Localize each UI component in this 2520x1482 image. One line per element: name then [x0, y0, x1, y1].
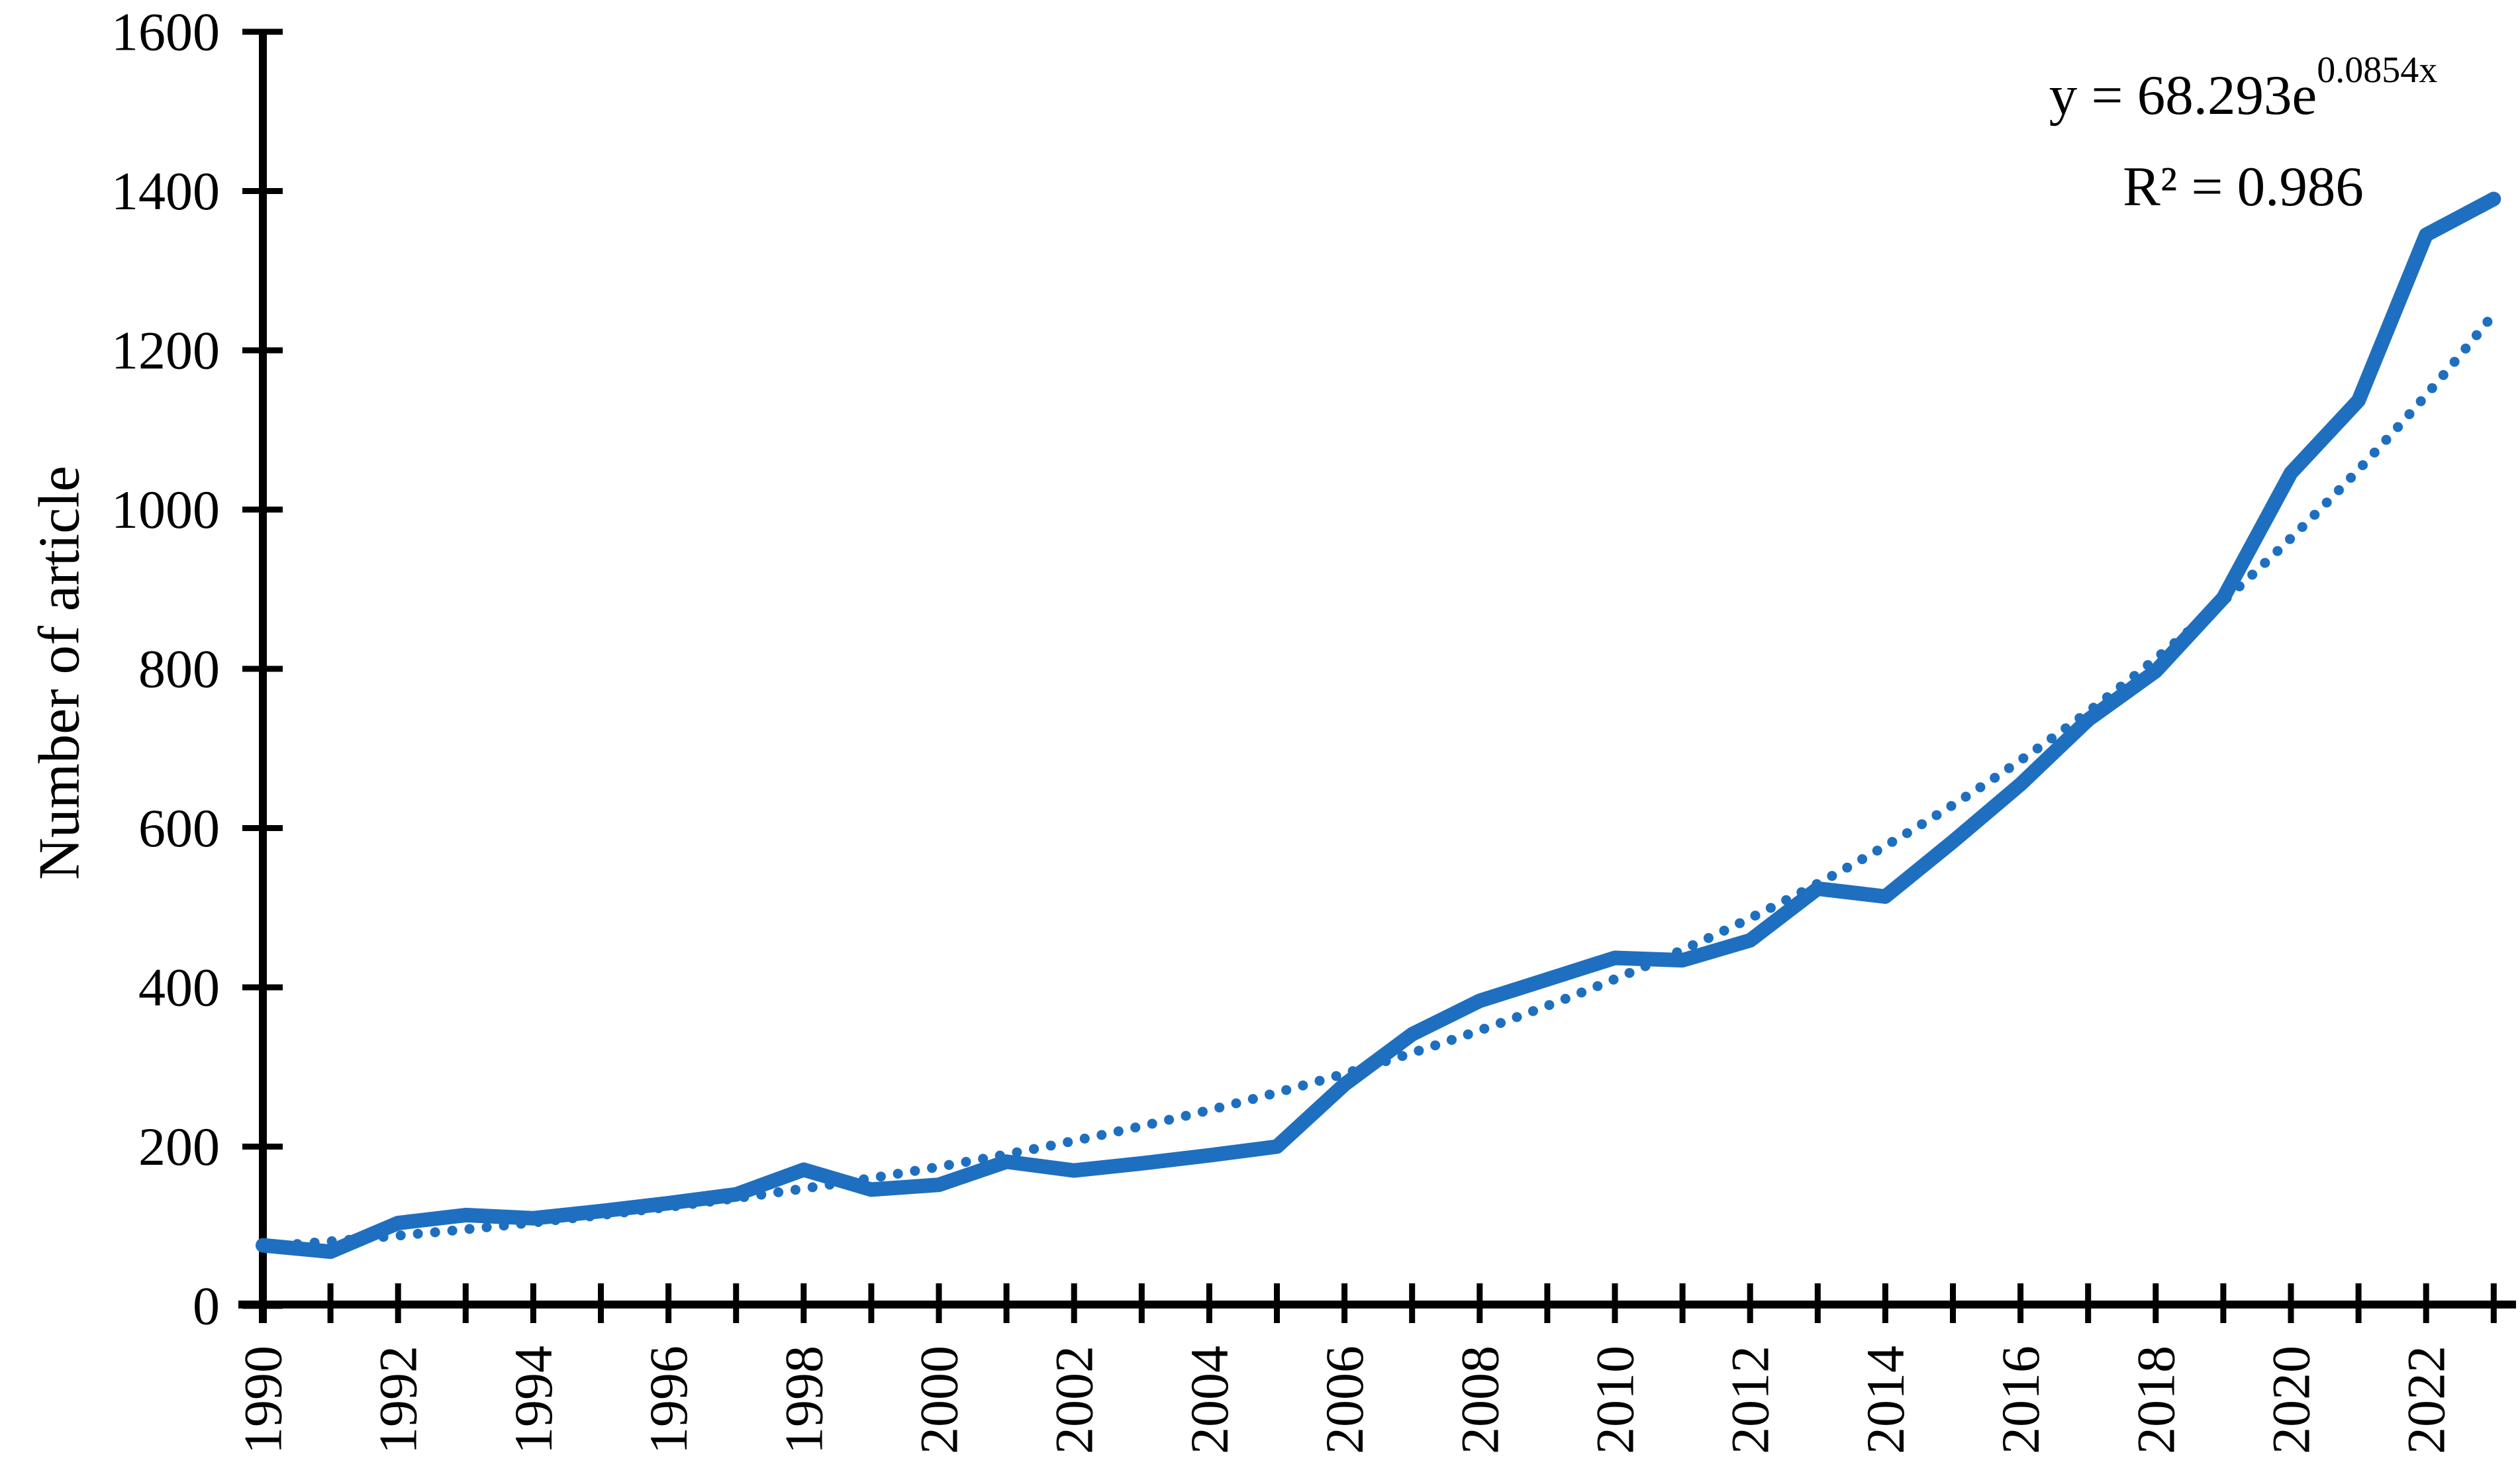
- r-squared-label: R² = 0.986: [2123, 156, 2364, 218]
- x-axis-tick-labels: 1990 1992 1994 1996 1998 2000 2002 2004 2006 2008…: [233, 1346, 2456, 1454]
- y-tick-label: 1600: [111, 2, 220, 62]
- x-tick-label: 2012: [1720, 1346, 1780, 1454]
- x-tick-label: 1990: [233, 1346, 293, 1454]
- y-axis-title: Number of article: [28, 466, 92, 880]
- axes: [238, 29, 2516, 1323]
- equation-exponent: 0.0854x: [2317, 50, 2437, 91]
- x-tick-label: 1996: [638, 1346, 699, 1454]
- x-tick-label: 1994: [503, 1346, 563, 1454]
- equation-base: y = 68.293e: [2049, 64, 2317, 126]
- trendline-equation: y = 68.293e0.0854x: [2049, 50, 2437, 126]
- x-tick-label: 2006: [1314, 1346, 1375, 1454]
- data-series: [256, 191, 2501, 1260]
- trendline-dotted: [258, 309, 2499, 1252]
- y-tick-label: 200: [138, 1116, 220, 1177]
- x-tick-label: 2014: [1855, 1346, 1915, 1454]
- x-tick-label: 2004: [1179, 1346, 1239, 1454]
- x-tick-label: 1992: [368, 1346, 428, 1454]
- y-tick-label: 1400: [111, 161, 220, 221]
- y-axis-ticks: [242, 28, 283, 1309]
- x-tick-label: 2022: [2396, 1346, 2456, 1454]
- x-axis-ticks: [260, 1283, 2497, 1323]
- x-tick-label: 2020: [2261, 1346, 2321, 1454]
- x-tick-label: 2016: [1990, 1346, 2051, 1454]
- y-tick-label: 0: [193, 1276, 220, 1336]
- x-tick-label: 2018: [2125, 1346, 2186, 1454]
- y-tick-label: 600: [138, 798, 220, 858]
- x-tick-label: 2002: [1044, 1346, 1104, 1454]
- data-line-solid: [256, 191, 2501, 1260]
- y-tick-label: 400: [138, 958, 220, 1018]
- y-tick-label: 1000: [111, 479, 220, 540]
- y-axis-tick-labels: 0 200 400 600 800 1000 1200 1400 1600: [111, 2, 220, 1336]
- x-tick-label: 2010: [1585, 1346, 1645, 1454]
- x-tick-label: 1998: [773, 1346, 834, 1454]
- y-tick-label: 800: [138, 639, 220, 699]
- y-tick-label: 1200: [111, 321, 220, 381]
- x-tick-label: 2000: [909, 1346, 969, 1454]
- x-tick-label: 2008: [1449, 1346, 1510, 1454]
